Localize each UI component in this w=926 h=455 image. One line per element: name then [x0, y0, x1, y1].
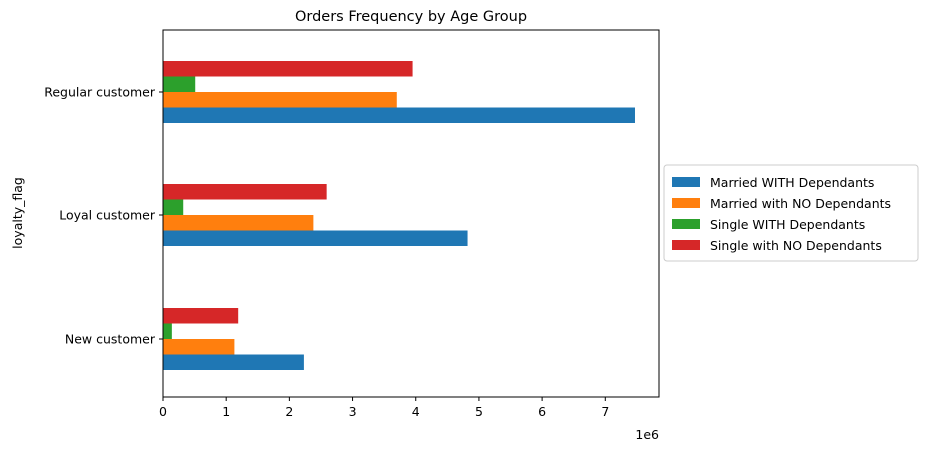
plot-area-frame — [162, 29, 660, 398]
y-axis: New customer Loyal customer Regular custom… — [44, 85, 163, 347]
bar-new-customer-series-1 — [163, 339, 235, 355]
legend-swatch — [672, 219, 700, 229]
legend-swatch — [672, 177, 700, 187]
y-tick-label: Regular customer — [44, 85, 156, 100]
y-tick-label: New customer — [65, 332, 156, 347]
bar-new-customer-series-0 — [163, 354, 304, 370]
bar-loyal-customer-series-2 — [163, 199, 184, 215]
x-tick-label: 3 — [349, 404, 357, 419]
legend-box — [663, 164, 919, 262]
x-tick-label: 6 — [538, 404, 546, 419]
legend-label: Married with NO Dependants — [710, 196, 891, 211]
legend: Married WITH Dependants Married with NO D… — [663, 164, 919, 262]
x-tick-label: 0 — [159, 404, 167, 419]
bars-group — [163, 61, 635, 370]
legend-swatch — [672, 240, 700, 250]
bar-regular-customer-series-2 — [163, 76, 196, 92]
chart-title: Orders Frequency by Age Group — [295, 9, 527, 25]
x-axis-multiplier: 1e6 — [635, 427, 659, 442]
bar-loyal-customer-series-1 — [163, 215, 314, 231]
legend-label: Married WITH Dependants — [710, 175, 874, 190]
bar-loyal-customer-series-0 — [163, 230, 468, 246]
bar-new-customer-series-2 — [163, 323, 172, 339]
bar-regular-customer-series-3 — [163, 61, 413, 77]
legend-label: Single with NO Dependants — [710, 238, 882, 253]
y-axis-label: loyalty_flag — [10, 177, 25, 249]
x-tick-label: 4 — [412, 404, 420, 419]
legend-swatch — [672, 198, 700, 208]
x-tick-label: 2 — [285, 404, 293, 419]
x-tick-label: 1 — [222, 404, 230, 419]
bar-loyal-customer-series-3 — [163, 184, 327, 200]
x-tick-label: 7 — [601, 404, 609, 419]
bar-new-customer-series-3 — [163, 308, 239, 324]
x-tick-label: 5 — [475, 404, 483, 419]
bar-regular-customer-series-0 — [163, 107, 635, 123]
x-axis: 0 1 2 3 4 5 6 7 — [159, 397, 609, 419]
y-tick-label: Loyal customer — [59, 208, 156, 223]
bar-regular-customer-series-1 — [163, 92, 397, 108]
legend-label: Single WITH Dependants — [710, 217, 865, 232]
